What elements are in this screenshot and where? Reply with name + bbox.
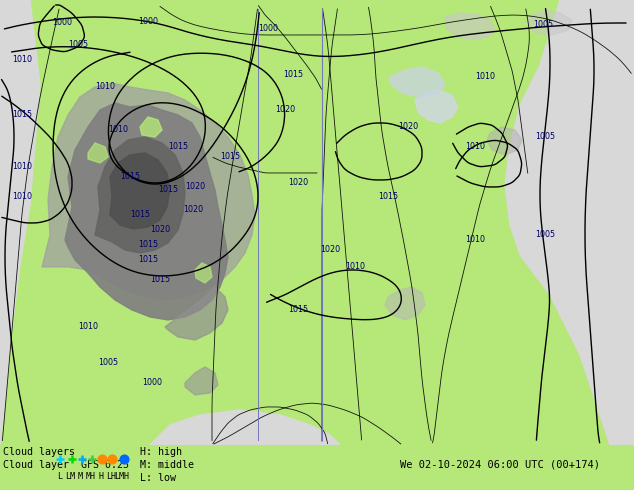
Text: LM: LM <box>65 472 75 481</box>
Text: 1005: 1005 <box>535 230 555 240</box>
Text: MH: MH <box>86 472 96 481</box>
Text: 1010: 1010 <box>465 143 485 151</box>
Text: 1015: 1015 <box>130 211 150 220</box>
Text: 1005: 1005 <box>533 21 553 29</box>
Text: 1015: 1015 <box>168 143 188 151</box>
Polygon shape <box>88 143 108 163</box>
Polygon shape <box>415 90 458 123</box>
Text: 1015: 1015 <box>378 193 398 201</box>
Polygon shape <box>385 287 425 320</box>
Text: 1015: 1015 <box>138 241 158 249</box>
Text: 1000: 1000 <box>258 24 278 33</box>
Text: 1015: 1015 <box>12 110 32 120</box>
Polygon shape <box>487 127 522 155</box>
Text: 1020: 1020 <box>398 122 418 131</box>
Text: 1015: 1015 <box>283 71 303 79</box>
Text: 1005: 1005 <box>68 41 88 49</box>
Text: H: high: H: high <box>140 447 182 457</box>
Text: Cloud layer  GFS 0.25: Cloud layer GFS 0.25 <box>3 460 129 470</box>
Text: 1015: 1015 <box>138 255 158 265</box>
Text: 1010: 1010 <box>12 193 32 201</box>
Text: 1015: 1015 <box>120 172 140 181</box>
Polygon shape <box>185 367 218 395</box>
Text: LH: LH <box>106 472 116 481</box>
Text: 1015: 1015 <box>288 305 308 315</box>
Text: M: middle: M: middle <box>140 460 194 470</box>
Text: 1010: 1010 <box>345 263 365 271</box>
Text: Cloud layers: Cloud layers <box>3 447 75 457</box>
Text: L: low: L: low <box>140 473 176 483</box>
Polygon shape <box>0 0 40 445</box>
Text: 1010: 1010 <box>78 322 98 331</box>
Text: 1005: 1005 <box>535 132 555 142</box>
Text: 1020: 1020 <box>185 182 205 192</box>
Polygon shape <box>505 0 634 445</box>
Polygon shape <box>150 410 340 445</box>
Polygon shape <box>165 287 228 340</box>
Text: 1020: 1020 <box>288 178 308 188</box>
Text: 1000: 1000 <box>52 19 72 27</box>
Text: 1020: 1020 <box>183 205 203 215</box>
Text: 1005: 1005 <box>98 358 118 368</box>
Polygon shape <box>110 153 170 229</box>
Text: L: L <box>58 472 63 481</box>
Polygon shape <box>42 83 255 300</box>
Text: 1000: 1000 <box>142 378 162 388</box>
Text: 1020: 1020 <box>150 225 170 234</box>
Text: 1020: 1020 <box>320 245 340 254</box>
Text: 1010: 1010 <box>475 73 495 81</box>
Polygon shape <box>65 103 228 320</box>
Polygon shape <box>390 67 445 97</box>
Text: We 02-10-2024 06:00 UTC (00+174): We 02-10-2024 06:00 UTC (00+174) <box>400 460 600 470</box>
Text: H: H <box>98 472 103 481</box>
Polygon shape <box>527 10 572 35</box>
Text: 1010: 1010 <box>95 82 115 92</box>
Polygon shape <box>445 13 495 40</box>
Text: 1015: 1015 <box>150 275 170 285</box>
Polygon shape <box>140 117 162 137</box>
Text: 1015: 1015 <box>158 186 178 195</box>
Polygon shape <box>95 137 185 253</box>
Text: 1020: 1020 <box>275 105 295 115</box>
Text: LMH: LMH <box>115 472 129 481</box>
Text: 1010: 1010 <box>465 236 485 245</box>
Text: 1000: 1000 <box>138 18 158 26</box>
Text: 1010: 1010 <box>108 125 128 134</box>
Text: M: M <box>77 472 82 481</box>
Text: 1010: 1010 <box>12 163 32 172</box>
Text: 1015: 1015 <box>220 152 240 162</box>
Text: 1010: 1010 <box>12 55 32 65</box>
Polygon shape <box>195 263 212 283</box>
